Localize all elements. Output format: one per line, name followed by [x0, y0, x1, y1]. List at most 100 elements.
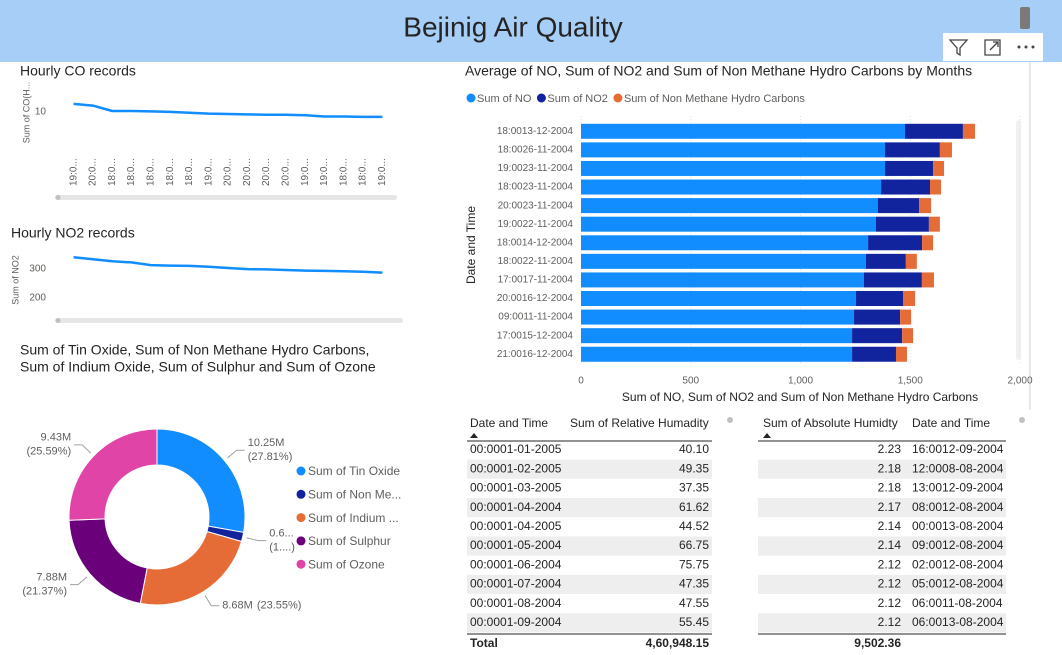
x-scrollbar[interactable]: [55, 318, 403, 323]
total-value: 9,502.36: [854, 636, 901, 650]
filter-icon[interactable]: [948, 39, 969, 57]
column-header[interactable]: Sum of Relative Humadity: [570, 416, 709, 430]
x-tick-label: 19:0...: [300, 158, 311, 186]
y-axis-title: Sum of NO2: [10, 255, 20, 305]
total-value: 4,60,948.15: [646, 636, 710, 650]
row-band: [758, 613, 1006, 633]
table-cell: 40.10: [679, 442, 709, 456]
leader-line: [204, 595, 220, 607]
table-cell: 12:0008-08-2004: [912, 461, 1004, 475]
bar-segment: [852, 346, 896, 362]
bar-segment: [581, 309, 855, 325]
y-tick-label: 18:0014-12-2004: [497, 237, 574, 248]
table-cell: 00:0001-05-2004: [470, 538, 562, 552]
y-tick-label: 17:0015-12-2004: [497, 330, 574, 341]
table-cell: 2.14: [878, 538, 902, 552]
legend-label: Sum of Sulphur: [308, 534, 391, 548]
table-cell: 00:0001-01-2005: [470, 442, 562, 456]
bar-segment: [928, 216, 940, 232]
bar-segment: [854, 309, 901, 325]
bar-segment: [921, 272, 934, 288]
legend-label: Sum of NO2: [547, 93, 608, 105]
table-cell: 06:0011-08-2004: [912, 596, 1003, 610]
table-cell: 44.52: [679, 519, 709, 533]
page-title: Bejinig Air Quality: [403, 11, 622, 42]
y-tick-label: 18:0013-12-2004: [497, 126, 574, 137]
bar-segment: [581, 253, 866, 269]
x-tick-label: 18:0...: [165, 158, 176, 186]
bar-segment: [581, 142, 886, 158]
bar-segment: [581, 179, 882, 195]
table-cell: 06:0013-08-2004: [912, 615, 1004, 629]
line-series: [73, 102, 383, 119]
table-cell: 2.12: [878, 615, 902, 629]
x-scrollbar[interactable]: [55, 195, 397, 200]
total-label: Total: [470, 636, 498, 650]
x-axis-title: Sum of NO, Sum of NO2 and Sum of Non Met…: [622, 390, 978, 404]
table-cell: 09:0012-08-2004: [912, 538, 1004, 552]
scroll-handle[interactable]: [55, 318, 61, 323]
table-cell: 2.18: [878, 461, 902, 475]
data-label: 0.6...: [269, 528, 293, 540]
bar-segment: [581, 235, 869, 251]
x-tick-label: 19:0...: [68, 158, 79, 186]
bar-segment: [877, 198, 920, 214]
y-tick-label: 19:0023-11-2004: [498, 163, 574, 174]
bar-segment: [581, 346, 853, 362]
focus-mode-icon[interactable]: [984, 39, 1001, 56]
table-cell: 00:0001-02-2005: [470, 461, 562, 475]
x-tick-label: 0: [578, 376, 584, 387]
legend-marker: [296, 536, 306, 546]
visual-header-icons: [943, 33, 1043, 61]
column-header[interactable]: Date and Time: [912, 416, 990, 430]
x-tick-label: 20:0...: [223, 158, 234, 186]
bar-segment: [581, 160, 886, 176]
x-tick-label: 1,000: [788, 376, 813, 387]
x-tick-label: 2,000: [1007, 376, 1032, 387]
data-label: (23.55%): [257, 600, 302, 612]
donut-slice: [139, 530, 243, 606]
table-cell: 66.75: [679, 538, 709, 552]
column-header[interactable]: Sum of Absolute Humidty: [763, 416, 898, 430]
bar-segment: [902, 328, 914, 344]
table-cell: 00:0001-09-2004: [470, 615, 562, 629]
y-tick-label: 18:0022-11-2004: [498, 256, 574, 267]
bar-segment: [962, 123, 976, 139]
table-cell: 05:0012-08-2004: [912, 577, 1004, 591]
donut-slice: [68, 518, 148, 604]
table-cell: 47.55: [679, 596, 709, 610]
table-cell: 55.45: [679, 615, 709, 629]
column-header[interactable]: Date and Time: [470, 416, 548, 430]
resize-handle: [727, 417, 733, 423]
leader-line: [227, 449, 245, 459]
more-options-icon[interactable]: [1017, 45, 1035, 49]
row-band: [467, 498, 712, 518]
bar-segment: [581, 123, 905, 139]
x-tick-label: 18:0...: [107, 158, 118, 186]
y-axis-title: Date and Time: [464, 206, 478, 284]
row-band: [467, 536, 712, 556]
table-cell: 2.12: [878, 557, 902, 571]
table-cell: 2.18: [878, 481, 902, 495]
row-band: [467, 574, 712, 594]
y-tick-label: 10: [35, 107, 47, 118]
y-tick-label: 19:0022-11-2004: [498, 219, 574, 230]
legend-marker: [613, 93, 623, 103]
scrollbar[interactable]: [1020, 7, 1030, 29]
y-tick-label: 21:0016-12-2004: [497, 349, 574, 360]
legend-label: Sum of Ozone: [308, 557, 385, 571]
bar-segment: [933, 160, 945, 176]
y-tick-label: 18:0023-11-2004: [498, 182, 574, 193]
x-tick-label: 20:0...: [261, 158, 272, 186]
table-cell: 00:0001-03-2005: [470, 481, 562, 495]
table-cell: 00:0001-04-2004: [470, 500, 562, 514]
bar-segment: [852, 328, 903, 344]
bar-segment: [868, 235, 923, 251]
y-tick-label: 20:0023-11-2004: [498, 200, 574, 211]
legend-marker: [296, 466, 306, 476]
sort-indicator: [763, 433, 771, 438]
scroll-handle[interactable]: [55, 195, 61, 200]
legend-marker: [296, 559, 306, 569]
bar-segment: [581, 216, 877, 232]
